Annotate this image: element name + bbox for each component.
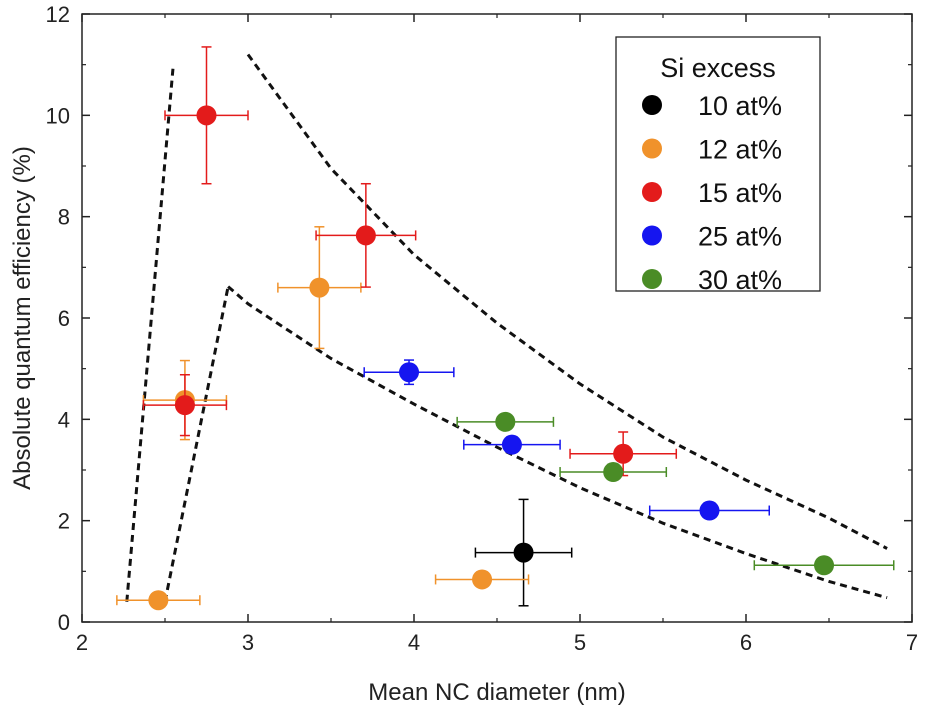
legend-item: 15 at% bbox=[642, 178, 782, 208]
marker-25-at- bbox=[501, 434, 522, 455]
guide-curve-3 bbox=[246, 53, 888, 550]
x-tick-label: 7 bbox=[906, 630, 918, 655]
legend-item: 25 at% bbox=[642, 222, 782, 252]
legend-item: 10 at% bbox=[642, 91, 782, 121]
legend-item: 30 at% bbox=[642, 265, 782, 295]
data-point bbox=[474, 498, 573, 607]
marker-15-at- bbox=[355, 225, 376, 246]
legend-label: 30 at% bbox=[698, 265, 782, 295]
x-tick-label: 4 bbox=[408, 630, 420, 655]
x-tick-label: 6 bbox=[740, 630, 752, 655]
data-point bbox=[753, 555, 895, 576]
marker-25-at- bbox=[699, 500, 720, 521]
data-point bbox=[363, 359, 455, 386]
data-point bbox=[315, 182, 417, 288]
x-tick-label: 3 bbox=[242, 630, 254, 655]
marker-10-at- bbox=[513, 542, 534, 563]
guide-curve-4 bbox=[227, 285, 888, 600]
legend-marker bbox=[642, 138, 662, 159]
data-point bbox=[569, 431, 678, 477]
marker-15-at- bbox=[174, 395, 195, 416]
data-point bbox=[164, 46, 249, 185]
marker-25-at- bbox=[399, 362, 420, 383]
x-tick-label: 5 bbox=[574, 630, 586, 655]
data-point bbox=[434, 569, 530, 590]
marker-30-at- bbox=[814, 555, 835, 576]
data-point bbox=[648, 500, 770, 521]
marker-12-at- bbox=[309, 277, 330, 298]
data-point bbox=[456, 411, 555, 432]
legend-label: 10 at% bbox=[698, 91, 782, 121]
data-points bbox=[116, 46, 895, 611]
guide-curve-1 bbox=[125, 64, 175, 602]
legend-label: 15 at% bbox=[698, 178, 782, 208]
y-tick-label: 10 bbox=[46, 103, 70, 128]
y-tick-label: 8 bbox=[58, 205, 70, 230]
data-point bbox=[277, 226, 362, 350]
marker-15-at- bbox=[613, 443, 634, 464]
data-point bbox=[559, 462, 668, 483]
marker-15-at- bbox=[196, 105, 217, 126]
data-point bbox=[463, 434, 561, 455]
x-tick-label: 2 bbox=[76, 630, 88, 655]
y-tick-label: 6 bbox=[58, 306, 70, 331]
legend-marker bbox=[642, 269, 662, 289]
marker-30-at- bbox=[495, 411, 516, 432]
legend-marker bbox=[642, 225, 662, 246]
legend-box bbox=[615, 36, 821, 292]
marker-12-at- bbox=[472, 569, 493, 590]
data-point bbox=[116, 590, 201, 611]
legend-label: 12 at% bbox=[698, 135, 782, 165]
x-axis-label: Mean NC diameter (nm) bbox=[368, 679, 625, 706]
y-tick-label: 4 bbox=[58, 407, 70, 432]
guide-curve-2 bbox=[163, 286, 230, 602]
data-point bbox=[142, 373, 228, 437]
legend-label: 25 at% bbox=[698, 222, 782, 252]
legend-marker bbox=[642, 95, 662, 115]
y-tick-label: 12 bbox=[46, 2, 70, 27]
guide-curves bbox=[125, 53, 888, 602]
legend-title: Si excess bbox=[660, 53, 776, 83]
legend-marker bbox=[642, 182, 662, 202]
marker-12-at- bbox=[148, 590, 169, 611]
y-axis-label: Absolute quantum efficiency (%) bbox=[9, 146, 36, 490]
y-tick-label: 0 bbox=[58, 610, 70, 635]
y-tick-label: 2 bbox=[58, 509, 70, 534]
legend: Si excess 10 at% 12 at% 15 at% 25 at% 30 at% bbox=[615, 36, 821, 295]
legend-item: 12 at% bbox=[642, 135, 782, 165]
marker-30-at- bbox=[603, 462, 624, 483]
